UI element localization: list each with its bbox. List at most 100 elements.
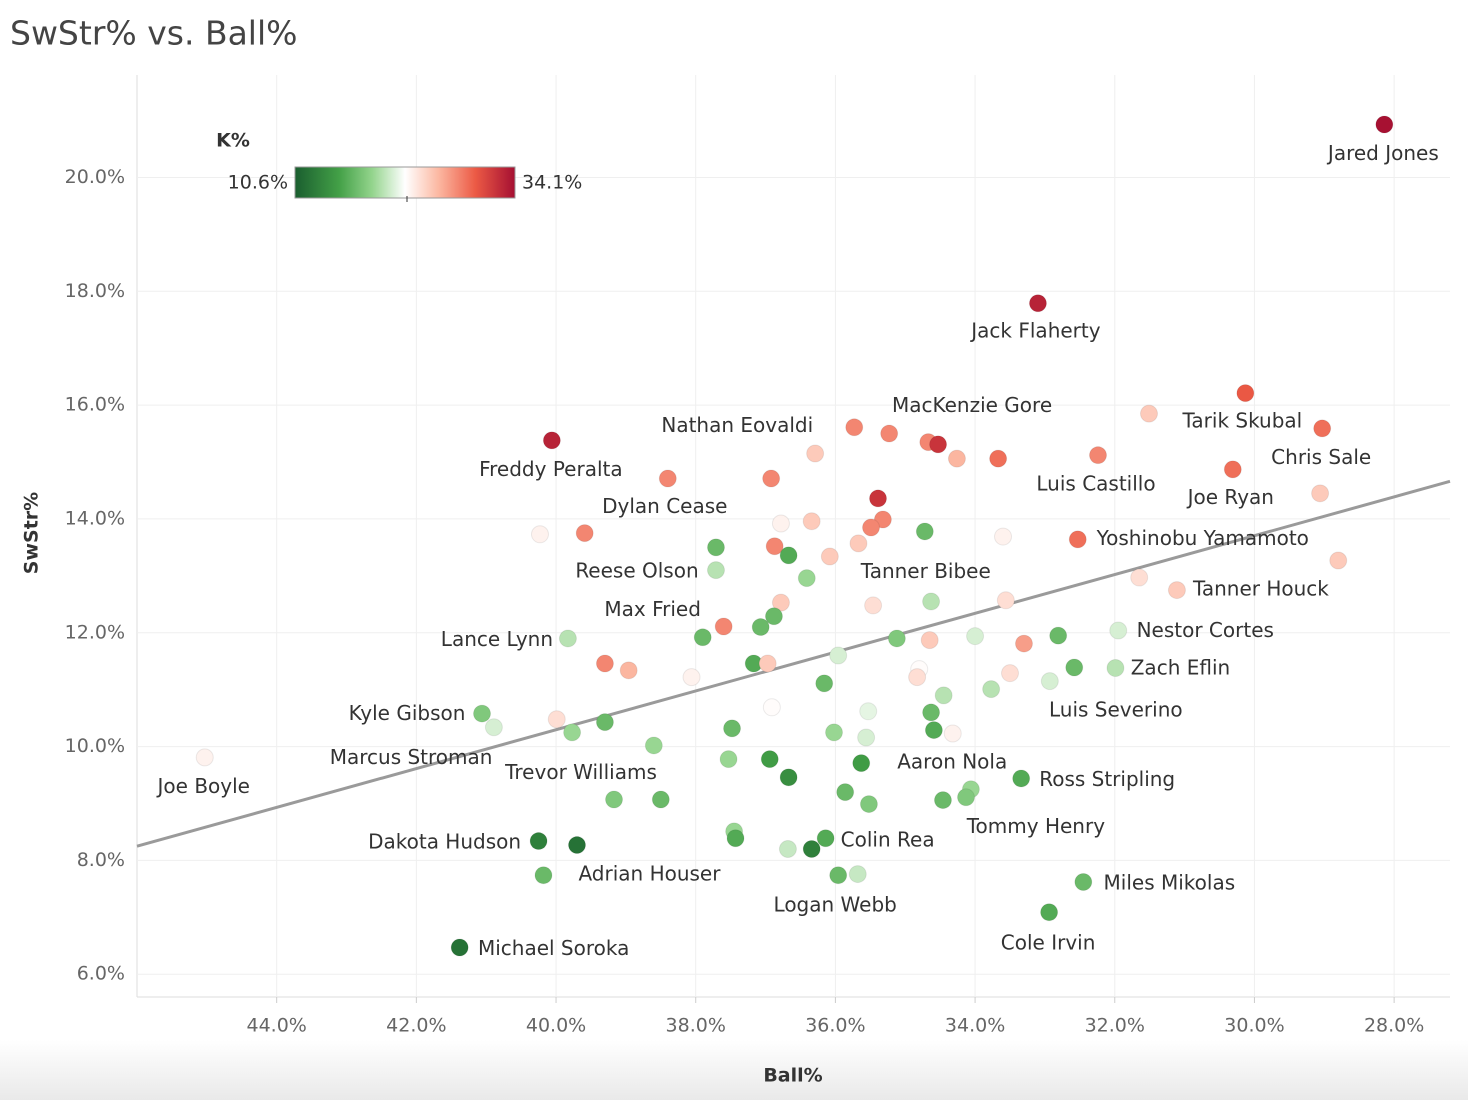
x-tick-label: 32.0% (1085, 1015, 1145, 1037)
point (530, 525, 549, 544)
point (473, 704, 492, 723)
y-tick-label: 12.0% (65, 621, 125, 643)
point (595, 654, 614, 673)
point (1040, 903, 1059, 922)
legend-title: K% (216, 130, 250, 152)
x-tick-label: 38.0% (666, 1015, 726, 1037)
point (1014, 634, 1033, 653)
footer-fade (0, 1040, 1468, 1100)
point-label: Aaron Nola (897, 750, 1007, 774)
point (836, 783, 855, 802)
point-label: Tanner Bibee (860, 559, 991, 583)
point (1375, 115, 1394, 134)
x-tick-label: 30.0% (1224, 1015, 1284, 1037)
point (771, 593, 790, 612)
point-label: Miles Mikolas (1104, 871, 1236, 895)
point (829, 866, 848, 885)
point (947, 449, 966, 468)
trend-line (136, 479, 1451, 848)
x-tick-label: 44.0% (247, 1015, 307, 1037)
point-label: Reese Olson (575, 559, 698, 583)
point (779, 768, 798, 787)
y-axis-title: SwStr% (21, 492, 43, 574)
point (1040, 672, 1059, 691)
point (825, 723, 844, 742)
point (778, 840, 797, 859)
point (943, 724, 962, 743)
point-label: Tarik Skubal (1182, 409, 1303, 433)
point (915, 522, 934, 541)
point (771, 514, 790, 533)
point (924, 721, 943, 740)
point (1130, 568, 1149, 587)
point (920, 631, 939, 650)
point-label: Yoshinobu Yamamoto (1096, 526, 1309, 550)
point-label: Nestor Cortes (1137, 618, 1274, 642)
point (816, 829, 835, 848)
y-tick-label: 18.0% (65, 280, 125, 302)
point (547, 710, 566, 729)
point (1049, 626, 1068, 645)
point (765, 537, 784, 556)
point (929, 435, 948, 454)
point (848, 865, 867, 884)
point (714, 617, 733, 636)
point-label: Chris Sale (1271, 445, 1371, 469)
point (1068, 530, 1087, 549)
point-label: Trevor Williams (504, 760, 657, 784)
legend-gradient (294, 166, 516, 199)
point-label: Nathan Eovaldi (661, 413, 813, 437)
point (605, 790, 624, 809)
point (1089, 446, 1108, 465)
point (706, 538, 725, 557)
point (829, 646, 848, 665)
point (996, 591, 1015, 610)
legend-max: 34.1% (522, 172, 582, 194)
point (989, 449, 1008, 468)
x-axis-title: Ball% (763, 1065, 822, 1087)
point (1329, 551, 1348, 570)
point (751, 618, 770, 637)
point (1065, 658, 1084, 677)
point (864, 596, 883, 615)
point (908, 668, 927, 687)
point (762, 698, 781, 717)
point (957, 788, 976, 807)
point (779, 546, 798, 565)
y-tick-label: 14.0% (65, 507, 125, 529)
point (619, 661, 638, 680)
point (887, 629, 906, 648)
point (723, 719, 742, 738)
point (806, 444, 825, 463)
point (1139, 404, 1158, 423)
point-label: Marcus Stroman (330, 745, 493, 769)
point (760, 750, 779, 769)
point (644, 736, 663, 755)
point (534, 866, 553, 885)
point-label: Jack Flaherty (969, 319, 1100, 343)
point (1028, 294, 1047, 313)
point-label: Logan Webb (774, 893, 897, 917)
point (922, 703, 941, 722)
point-label: Dakota Hudson (368, 830, 521, 854)
point (726, 829, 745, 848)
point (1236, 384, 1255, 403)
point-label: Lance Lynn (441, 627, 553, 651)
y-tick-label: 8.0% (77, 849, 125, 871)
point (1313, 419, 1332, 438)
point (994, 527, 1013, 546)
color-legend: K% 10.6% 34.1% (216, 130, 582, 202)
chart-title: SwStr% vs. Ball% (10, 14, 298, 53)
point-label: Joe Boyle (156, 774, 250, 798)
point-label: Dylan Cease (602, 494, 727, 518)
point-label: Jared Jones (1326, 141, 1439, 165)
point (1106, 659, 1125, 678)
point (563, 723, 582, 742)
point (1223, 460, 1242, 479)
point-label: Ross Stripling (1039, 767, 1175, 791)
point (797, 569, 816, 588)
point-label: Tommy Henry (966, 814, 1105, 838)
point (1167, 581, 1186, 600)
x-tick-label: 28.0% (1364, 1015, 1424, 1037)
